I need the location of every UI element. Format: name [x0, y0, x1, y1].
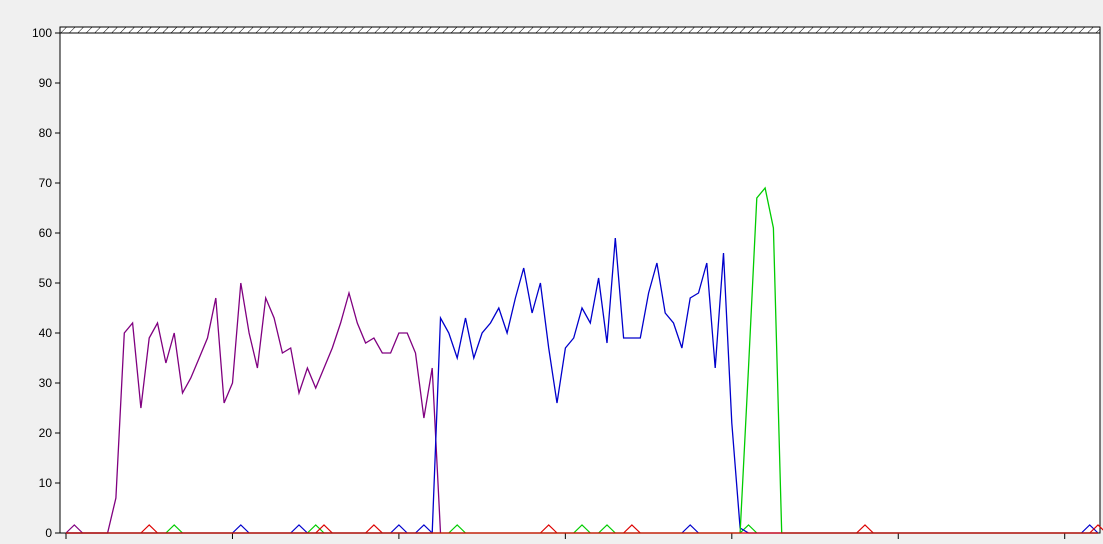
baseline-blip: [681, 524, 699, 534]
baseline-blip: [598, 524, 616, 534]
baseline-blip: [415, 524, 433, 534]
baseline-blip: [573, 524, 591, 534]
series-line-2: [66, 237, 1098, 534]
baseline-blip: [1089, 524, 1103, 534]
baseline-blip: [390, 524, 408, 534]
y-tick-label: 0: [45, 526, 52, 540]
series-line-3: [66, 186, 1098, 534]
x-axis: [65, 533, 1066, 539]
baseline-blip: [315, 524, 333, 534]
baseline-blip: [65, 524, 84, 534]
series-line-1: [66, 282, 442, 534]
y-tick-label: 50: [39, 276, 53, 290]
y-tick-label: 20: [39, 426, 53, 440]
y-axis: 0 10 20 30 40 50 60 70 80 90 100: [32, 26, 60, 540]
plot-area: [59, 26, 1101, 534]
y-tick-label: 30: [39, 376, 53, 390]
y-tick-label: 80: [39, 126, 53, 140]
baseline-blip: [232, 524, 250, 534]
y-tick-label: 40: [39, 326, 53, 340]
baseline-blip: [365, 524, 383, 534]
baseline-blip: [140, 524, 158, 534]
baseline-blip: [856, 524, 874, 534]
overflow-hatch-band: [59, 26, 1101, 34]
baseline-blip: [448, 524, 466, 534]
y-tick-label: 100: [32, 26, 52, 40]
series-layer: [65, 186, 1103, 534]
y-tick-label: 60: [39, 226, 53, 240]
y-tick-label: 70: [39, 176, 53, 190]
y-tick-label: 90: [39, 76, 53, 90]
baseline-blip: [306, 524, 325, 534]
baseline-blip: [1080, 524, 1099, 534]
y-tick-label: 10: [39, 476, 53, 490]
baseline-blip: [290, 524, 308, 534]
baseline-blip: [165, 524, 183, 534]
baseline-blip: [623, 524, 641, 534]
baseline-blip: [539, 524, 558, 534]
